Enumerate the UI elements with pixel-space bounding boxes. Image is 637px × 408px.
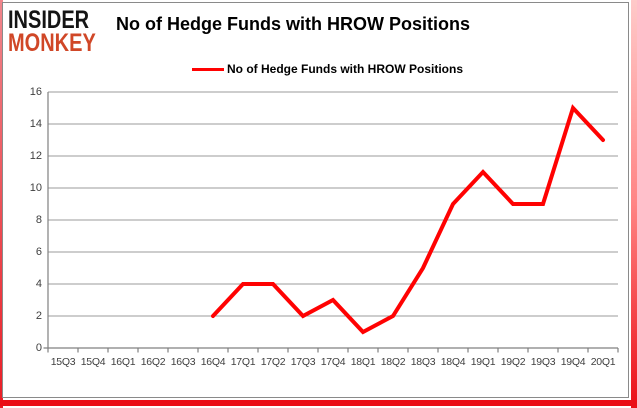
x-axis-label-18Q4: 18Q4	[440, 356, 466, 368]
x-axis-label-19Q2: 19Q2	[500, 356, 526, 368]
x-axis-label-17Q1: 17Q1	[230, 356, 256, 368]
x-axis-label-16Q2: 16Q2	[140, 356, 166, 368]
x-axis-label-18Q1: 18Q1	[350, 356, 376, 368]
x-axis-label-17Q2: 17Q2	[260, 356, 286, 368]
logo-insider-text: INSIDER	[8, 6, 90, 34]
x-axis-label-17Q4: 17Q4	[320, 356, 346, 368]
legend-line-swatch	[192, 67, 224, 71]
y-axis-label-4: 4	[35, 278, 42, 290]
chart-legend: No of Hedge Funds with HROW Positions	[192, 62, 463, 76]
x-axis-label-16Q4: 16Q4	[200, 356, 226, 368]
y-axis-label-8: 8	[35, 214, 42, 226]
x-axis-label-19Q1: 19Q1	[470, 356, 496, 368]
x-axis-label-16Q1: 16Q1	[110, 356, 136, 368]
y-axis-label-6: 6	[35, 246, 42, 258]
y-axis-label-14: 14	[29, 118, 42, 130]
x-axis-label-18Q3: 18Q3	[410, 356, 436, 368]
x-axis-label-16Q3: 16Q3	[170, 356, 196, 368]
y-axis-label-12: 12	[29, 150, 42, 162]
y-axis-label-0: 0	[35, 342, 42, 354]
y-axis-label-10: 10	[29, 182, 42, 194]
x-axis-label-17Q3: 17Q3	[290, 356, 316, 368]
insider-monkey-logo: INSIDER MONKEY	[8, 6, 96, 57]
y-axis-label-16: 16	[29, 86, 42, 98]
x-axis-label-19Q4: 19Q4	[560, 356, 586, 368]
y-axis-label-2: 2	[35, 310, 42, 322]
legend-label: No of Hedge Funds with HROW Positions	[227, 62, 463, 76]
x-axis-label-15Q4: 15Q4	[80, 356, 106, 368]
frame-left-border	[0, 0, 3, 408]
x-axis-label-15Q3: 15Q3	[50, 356, 76, 368]
series-line-hedge-funds	[211, 104, 605, 335]
frame-bottom-border	[0, 400, 637, 406]
logo-monkey-text: MONKEY	[8, 29, 96, 57]
frame-right-border	[631, 0, 637, 408]
x-axis-label-18Q2: 18Q2	[380, 356, 406, 368]
x-axis-label-20Q1: 20Q1	[590, 356, 616, 368]
chart-title: No of Hedge Funds with HROW Positions	[116, 14, 470, 34]
x-axis-label-19Q3: 19Q3	[530, 356, 556, 368]
